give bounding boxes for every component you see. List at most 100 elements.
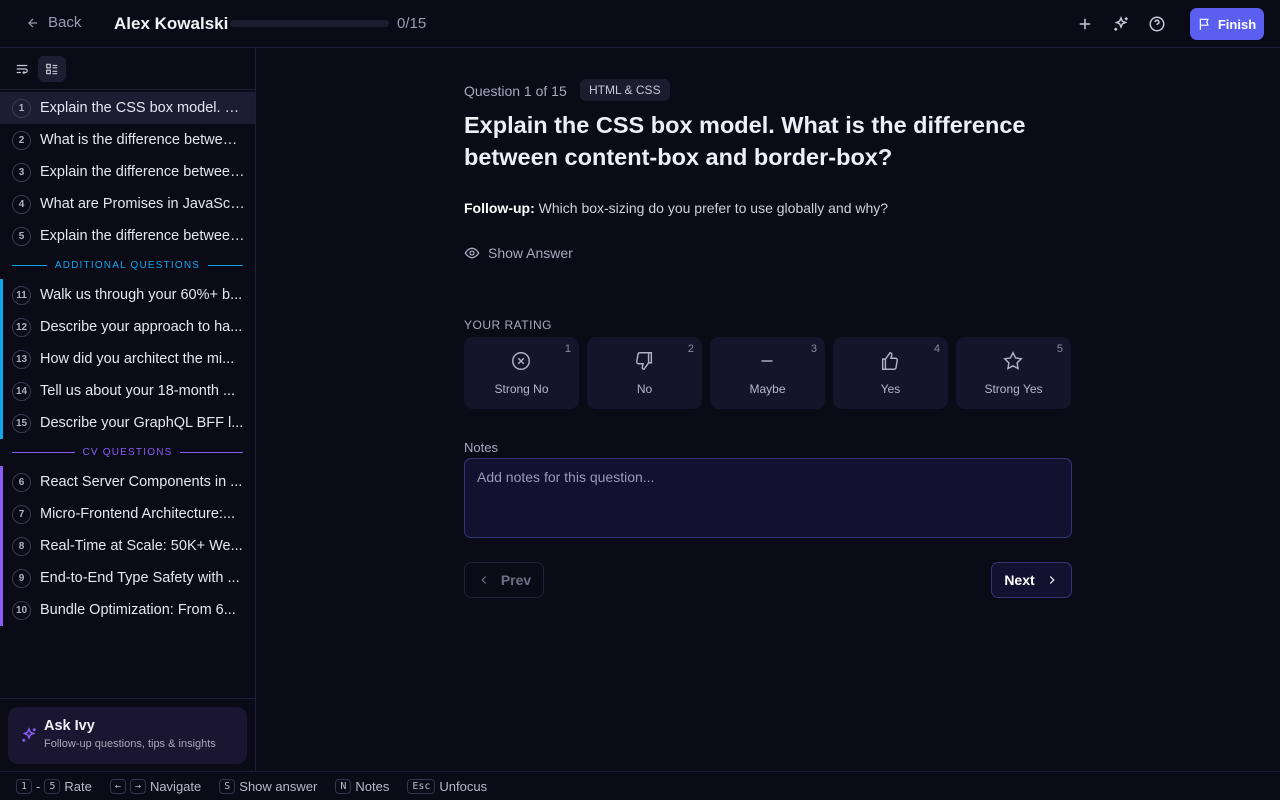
question-number: 12 [12, 317, 31, 337]
rating-yes-button[interactable]: 4 Yes [833, 337, 948, 409]
wrap-text-icon [16, 64, 28, 75]
sidebar-question-item[interactable]: 12 Describe your approach to ha... [0, 311, 255, 343]
question-number: 7 [12, 504, 31, 524]
sidebar-question-item[interactable]: 8 Real-Time at Scale: 50K+ We... [0, 530, 255, 562]
sidebar-question-item[interactable]: 10 Bundle Optimization: From 6... [0, 594, 255, 626]
eye-icon [464, 247, 480, 259]
chevron-left-icon [481, 576, 486, 584]
back-button[interactable]: Back [26, 14, 81, 31]
sidebar-question-item[interactable]: 15 Describe your GraphQL BFF l... [0, 407, 255, 439]
list-icon [46, 63, 58, 75]
minus-icon [761, 360, 773, 362]
question-label: How did you architect the mi... [40, 351, 235, 367]
category-badge: HTML & CSS [580, 79, 670, 101]
sidebar-question-item[interactable]: 3 Explain the difference between... [0, 156, 255, 188]
group-indicator [0, 466, 3, 626]
divider [12, 451, 75, 453]
sidebar-question-item[interactable]: 13 How did you architect the mi... [0, 343, 255, 375]
kbd: N [335, 778, 352, 794]
list-view-toggle[interactable] [38, 56, 66, 82]
question-label: Walk us through your 60%+ b... [40, 287, 243, 303]
question-number: 8 [12, 536, 31, 556]
x-circle-icon [512, 352, 530, 370]
question-number: 9 [12, 568, 31, 588]
shortcut-notes: N Notes [335, 778, 389, 794]
back-label: Back [48, 14, 82, 31]
question-label: React Server Components in ... [40, 474, 243, 490]
rating-strong-no-button[interactable]: 1 Strong No [464, 337, 579, 409]
question-number: 3 [12, 162, 31, 182]
shortcut-label: Rate [64, 778, 92, 794]
sidebar-question-item[interactable]: 7 Micro-Frontend Architecture:... [0, 498, 255, 530]
rating-label: No [636, 382, 653, 396]
question-number: 6 [12, 472, 31, 492]
question-label: Describe your GraphQL BFF l... [40, 415, 244, 431]
sidebar-toolbar [0, 48, 255, 90]
shortcut-label: Navigate [149, 778, 202, 794]
rating-maybe-button[interactable]: 3 Maybe [710, 337, 825, 409]
rating-key: 3 [810, 343, 817, 355]
section-title: ADDITIONAL QUESTIONS [54, 259, 201, 271]
question-label: What is the difference between... [40, 132, 245, 148]
section-header: ADDITIONAL QUESTIONS [12, 258, 244, 272]
shortcut-label: Show answer [239, 778, 318, 794]
progress-bar [230, 20, 389, 27]
sidebar-question-item[interactable]: 14 Tell us about your 18-month ... [0, 375, 255, 407]
next-label: Next [1004, 572, 1035, 588]
sidebar-question-item[interactable]: 11 Walk us through your 60%+ b... [0, 279, 255, 311]
question-number: 14 [12, 381, 31, 401]
question-number: 5 [12, 226, 31, 246]
divider [180, 451, 243, 453]
next-button[interactable]: Next [991, 562, 1072, 598]
finish-button[interactable]: Finish [1190, 8, 1264, 40]
arrow-left-icon [28, 18, 38, 27]
ask-ivy-subtitle: Follow-up questions, tips & insights [44, 738, 216, 750]
notes-input[interactable] [464, 458, 1072, 538]
sidebar-question-item[interactable]: 2 What is the difference between... [0, 124, 255, 156]
question-label: Real-Time at Scale: 50K+ We... [40, 538, 243, 554]
rating-label: Yes [880, 382, 901, 396]
question-label: Explain the difference between... [40, 164, 245, 180]
thumbs-down-icon [636, 352, 653, 370]
ask-ivy-button[interactable]: Ask Ivy Follow-up questions, tips & insi… [8, 707, 247, 764]
rating-label: Strong No [494, 382, 549, 396]
rating-key: 5 [1056, 343, 1063, 355]
question-label: Explain the CSS box model. What is the d… [40, 100, 245, 116]
sidebar-question-item[interactable]: 6 React Server Components in ... [0, 466, 255, 498]
sparkles-icon[interactable] [1112, 15, 1130, 33]
sidebar-question-item[interactable]: 1 Explain the CSS box model. What is the … [0, 92, 255, 124]
sparkles-icon [22, 727, 36, 742]
question-number: 15 [12, 413, 31, 433]
rating-no-button[interactable]: 2 No [587, 337, 702, 409]
question-number: 10 [12, 600, 31, 620]
wrap-text-toggle[interactable] [8, 56, 36, 82]
question-title: Explain the CSS box model. What is the d… [464, 112, 1026, 170]
flag-icon [1199, 18, 1209, 30]
candidate-name: Alex Kowalski [114, 14, 229, 33]
rating-label: YOUR RATING [464, 318, 552, 332]
progress-count: 0/15 [397, 15, 427, 32]
plus-icon[interactable] [1076, 15, 1094, 33]
question-label: Describe your approach to ha... [40, 319, 243, 335]
question-number: 1 [12, 98, 31, 118]
kbd: ← [109, 778, 126, 794]
prev-label: Prev [500, 572, 532, 588]
rating-key: 4 [933, 343, 940, 355]
sidebar-question-item[interactable]: 4 What are Promises in JavaScript... [0, 188, 255, 220]
rating-label: Maybe [749, 382, 786, 396]
prev-button[interactable]: Prev [464, 562, 544, 598]
keyboard-shortcuts-bar: 1-5 Rate ← → Navigate S Show answer N Notes E… [0, 771, 1280, 800]
notes-label: Notes [464, 440, 498, 455]
sidebar-question-item[interactable]: 9 End-to-End Type Safety with ... [0, 562, 255, 594]
show-answer-button[interactable]: Show Answer [464, 245, 573, 261]
star-icon [1003, 351, 1023, 370]
follow-up-text: Which box-sizing do you prefer to use gl… [538, 200, 889, 216]
question-counter: Question 1 of 15 [464, 83, 567, 99]
rating-key: 2 [687, 343, 694, 355]
help-icon[interactable] [1148, 15, 1166, 33]
show-answer-label: Show Answer [488, 245, 573, 261]
question-label: Bundle Optimization: From 6... [40, 602, 236, 618]
kbd: → [129, 778, 146, 794]
rating-strong-yes-button[interactable]: 5 Strong Yes [956, 337, 1071, 409]
sidebar-question-item[interactable]: 5 Explain the difference between... [0, 220, 255, 252]
